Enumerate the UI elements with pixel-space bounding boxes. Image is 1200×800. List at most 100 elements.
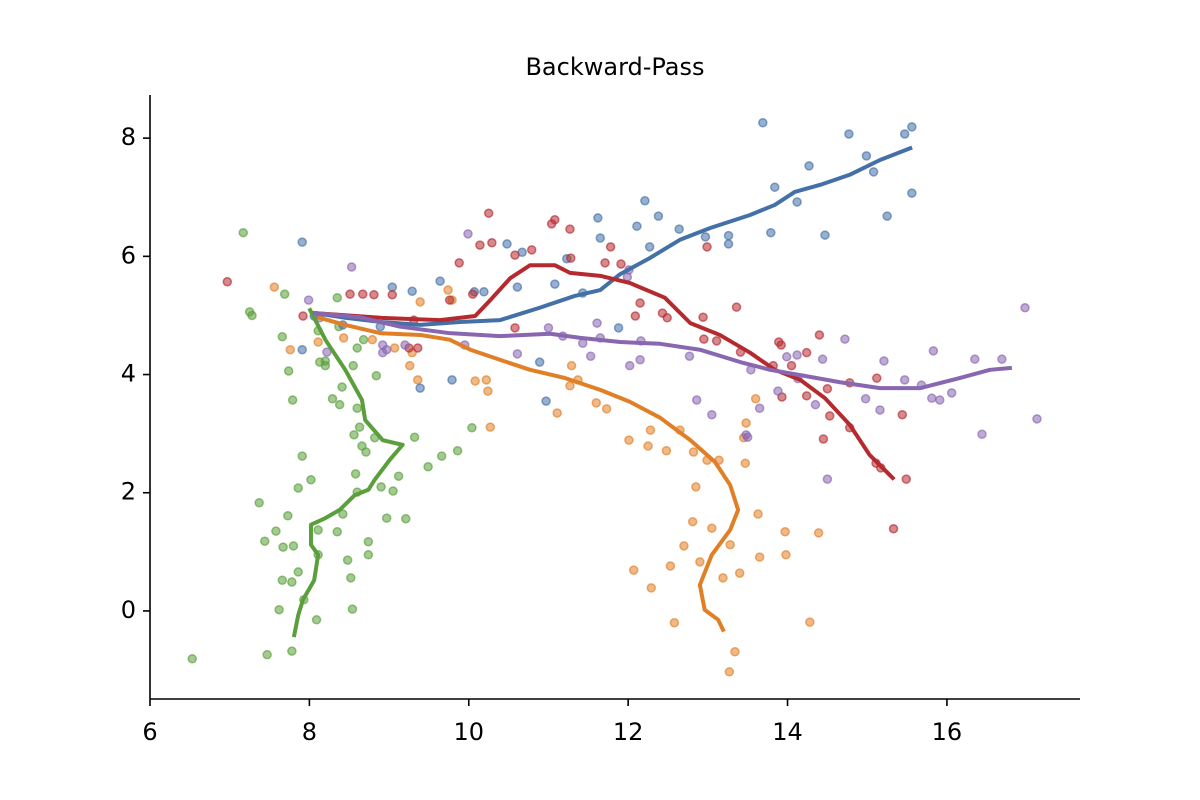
scatter-point <box>565 381 575 391</box>
y-tick-label: 2 <box>121 478 136 506</box>
x-tick-label: 8 <box>302 718 317 746</box>
scatter-point <box>820 230 830 240</box>
scatter-point <box>723 230 734 241</box>
scatter-point <box>1020 303 1030 313</box>
scatter-point <box>780 526 790 537</box>
scatter-point <box>349 430 359 440</box>
scatter-point <box>423 461 433 472</box>
scatter-point <box>347 604 358 614</box>
scatter-point <box>393 471 404 481</box>
scatter-point <box>502 239 512 249</box>
y-tick-label: 4 <box>121 360 136 388</box>
scatter-point <box>483 208 494 218</box>
scatter-point <box>413 375 423 385</box>
scatter-point <box>754 552 765 562</box>
scatter-point <box>805 617 815 627</box>
scatter-point <box>413 343 423 353</box>
scatter-point <box>691 482 701 492</box>
scatter-point <box>818 434 829 444</box>
scatter-point <box>814 330 825 340</box>
scatter-point <box>487 237 497 248</box>
trend-line <box>312 263 896 481</box>
scatter-point <box>595 233 606 243</box>
scatter-point <box>334 399 345 410</box>
scatter-point <box>741 418 751 428</box>
scatter-point <box>277 575 288 585</box>
scatter-point <box>825 411 835 421</box>
scatter-point <box>485 422 496 432</box>
scatter-point <box>452 446 463 456</box>
scatter-point <box>817 354 828 364</box>
scatter-point <box>407 286 417 296</box>
scatter-point <box>868 167 879 177</box>
scatter-point <box>238 227 248 238</box>
scatter-point <box>297 451 307 461</box>
scatter-point <box>613 323 624 333</box>
scatter-point <box>512 282 523 292</box>
scatter-point <box>467 422 477 433</box>
scatter-point <box>669 618 680 628</box>
trend-line <box>317 315 741 633</box>
scatter-point <box>332 526 343 537</box>
scatter-point <box>435 276 445 286</box>
scatter-point <box>928 346 939 356</box>
scatter-point <box>688 447 699 457</box>
scatter-point <box>718 573 728 583</box>
scatter-point <box>616 259 626 269</box>
scatter-point <box>387 290 398 300</box>
scatter-point <box>387 282 398 292</box>
scatter-point <box>254 498 264 508</box>
y-tick-label: 0 <box>121 596 136 624</box>
scatter-point <box>840 334 850 344</box>
scatter-point <box>592 318 602 328</box>
scatter-point <box>687 516 698 527</box>
scatter-point <box>376 482 386 492</box>
scatter-point <box>510 323 520 333</box>
scatter-point <box>813 528 824 538</box>
scatter-point <box>346 573 356 583</box>
scatter-point <box>274 605 284 615</box>
scatter-point <box>593 213 603 223</box>
scatter-point <box>927 393 937 403</box>
scatter-point <box>415 383 425 393</box>
scatter-point <box>702 242 712 252</box>
scatter-point <box>271 526 281 536</box>
scatter-point <box>306 474 316 485</box>
scatter-point <box>698 312 708 322</box>
chart-title: Backward-Pass <box>525 53 704 81</box>
scatter-point <box>754 403 765 413</box>
scatter-point <box>860 394 871 404</box>
scatter-point <box>901 474 912 484</box>
scatter-point <box>1032 414 1042 424</box>
scatter-point <box>601 404 612 414</box>
scatter-point <box>327 394 338 404</box>
scatter-point <box>369 290 379 300</box>
scatter-point <box>700 232 711 242</box>
scatter-point <box>371 370 382 381</box>
scatter-point <box>643 441 653 451</box>
scatter-point <box>600 258 610 268</box>
scatter-point <box>907 188 917 198</box>
scatter-point <box>550 279 560 289</box>
scatter-point <box>354 422 365 432</box>
scatter-point <box>187 654 197 664</box>
scatter-point <box>628 565 639 575</box>
scatter-point <box>389 343 400 353</box>
scatter-point <box>481 375 492 385</box>
scatter-point <box>801 391 812 401</box>
scatter-point <box>436 451 447 461</box>
scatter-point <box>665 561 676 571</box>
scatter-point <box>691 395 702 405</box>
scatter-point <box>260 536 270 546</box>
scatter-point <box>674 224 684 234</box>
scatter-point <box>624 360 635 371</box>
scatter-point <box>313 337 323 347</box>
scatter-point <box>632 221 642 231</box>
scatter-point <box>566 360 577 371</box>
scatter-point <box>352 343 362 353</box>
scatter-point <box>279 289 290 299</box>
scatter-point <box>723 239 734 249</box>
scatter-point <box>630 311 641 321</box>
scatter-point <box>653 211 664 221</box>
